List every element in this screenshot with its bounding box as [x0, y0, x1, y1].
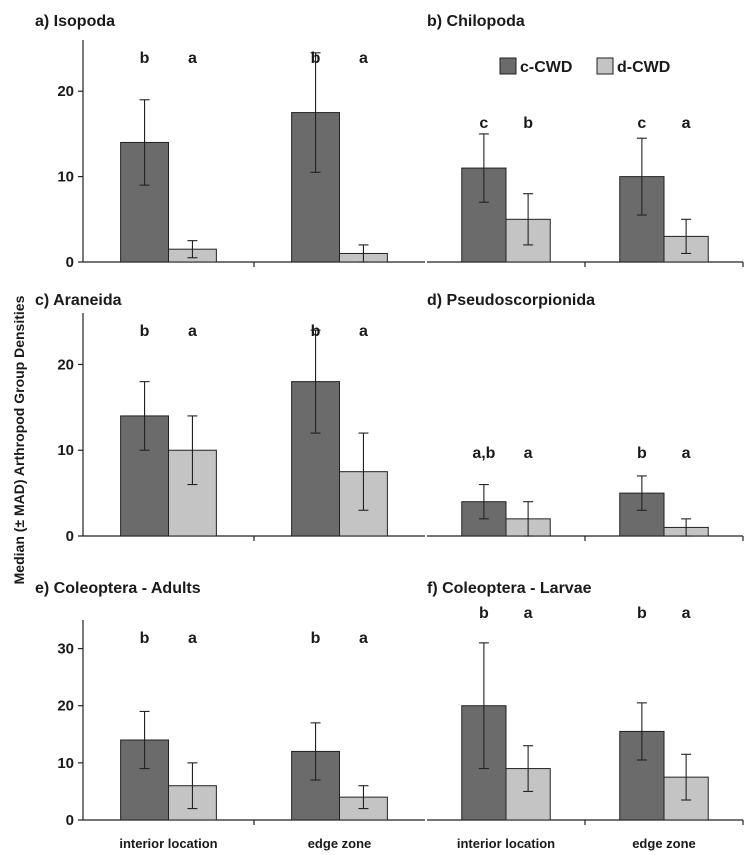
legend-label: c-CWD	[520, 59, 572, 76]
significance-letter: a	[682, 605, 691, 622]
legend-swatch	[596, 57, 614, 75]
x-tick-label: edge zone	[308, 836, 372, 851]
significance-letter: b	[311, 630, 321, 647]
y-tick-label: 10	[57, 755, 74, 772]
legend: c-CWD d-CWD	[499, 57, 670, 76]
y-tick-label: 0	[66, 254, 74, 271]
significance-letter: c	[637, 115, 646, 132]
y-tick-label: 10	[57, 169, 74, 186]
x-tick-label: interior location	[457, 836, 555, 851]
panel-title: d) Pseudoscorpionida	[427, 292, 595, 309]
significance-letter: a	[188, 630, 197, 647]
significance-letter: a	[359, 630, 368, 647]
significance-letter: a	[359, 323, 368, 340]
significance-letter: b	[140, 323, 150, 340]
legend-label: d-CWD	[617, 59, 670, 76]
panel-2: b) Chilopoda c b c a	[427, 13, 744, 267]
y-tick-label: 20	[57, 356, 74, 373]
panel-5: e) Coleoptera - Adults 0 10 20 30 b a interior …	[35, 580, 425, 851]
y-axis-label: Median (± MAD) Arthropod Group Densities	[11, 295, 27, 584]
significance-letter: a	[524, 445, 533, 462]
y-tick-label: 0	[66, 528, 74, 545]
significance-letter: b	[637, 445, 647, 462]
panel-title: c) Araneida	[35, 292, 122, 309]
significance-letter: c	[479, 115, 488, 132]
panel-title: f) Coleoptera - Larvae	[427, 580, 592, 597]
panel-4: d) Pseudoscorpionida a,b a b a	[427, 292, 744, 541]
significance-letter: a	[682, 445, 691, 462]
y-tick-label: 10	[57, 442, 74, 459]
significance-letter: a	[188, 323, 197, 340]
y-tick-label: 20	[57, 83, 74, 100]
significance-letter: b	[140, 630, 150, 647]
significance-letter: b	[311, 50, 321, 67]
significance-letter: a,b	[472, 445, 495, 462]
significance-letter: b	[140, 50, 150, 67]
significance-letter: b	[479, 605, 489, 622]
x-tick-label: interior location	[119, 836, 217, 851]
significance-letter: a	[524, 605, 533, 622]
panel-title: b) Chilopoda	[427, 13, 525, 30]
significance-letter: b	[311, 323, 321, 340]
significance-letter: a	[188, 50, 197, 67]
significance-letter: a	[359, 50, 368, 67]
panel-6: f) Coleoptera - Larvae b a interior locatio…	[427, 580, 744, 851]
panel-title: a) Isopoda	[35, 13, 115, 30]
legend-swatch	[499, 57, 517, 75]
x-tick-label: edge zone	[632, 836, 696, 851]
y-tick-label: 20	[57, 698, 74, 715]
bar	[291, 381, 340, 537]
significance-letter: b	[523, 115, 533, 132]
y-tick-label: 0	[66, 812, 74, 829]
panel-3: c) Araneida 0 10 20 b a b a	[35, 292, 425, 545]
significance-letter: b	[637, 605, 647, 622]
panel-title: e) Coleoptera - Adults	[35, 580, 201, 597]
significance-letter: a	[682, 115, 691, 132]
panel-1: a) Isopoda 0 10 20 b a b a	[35, 13, 425, 271]
y-tick-label: 30	[57, 641, 74, 658]
